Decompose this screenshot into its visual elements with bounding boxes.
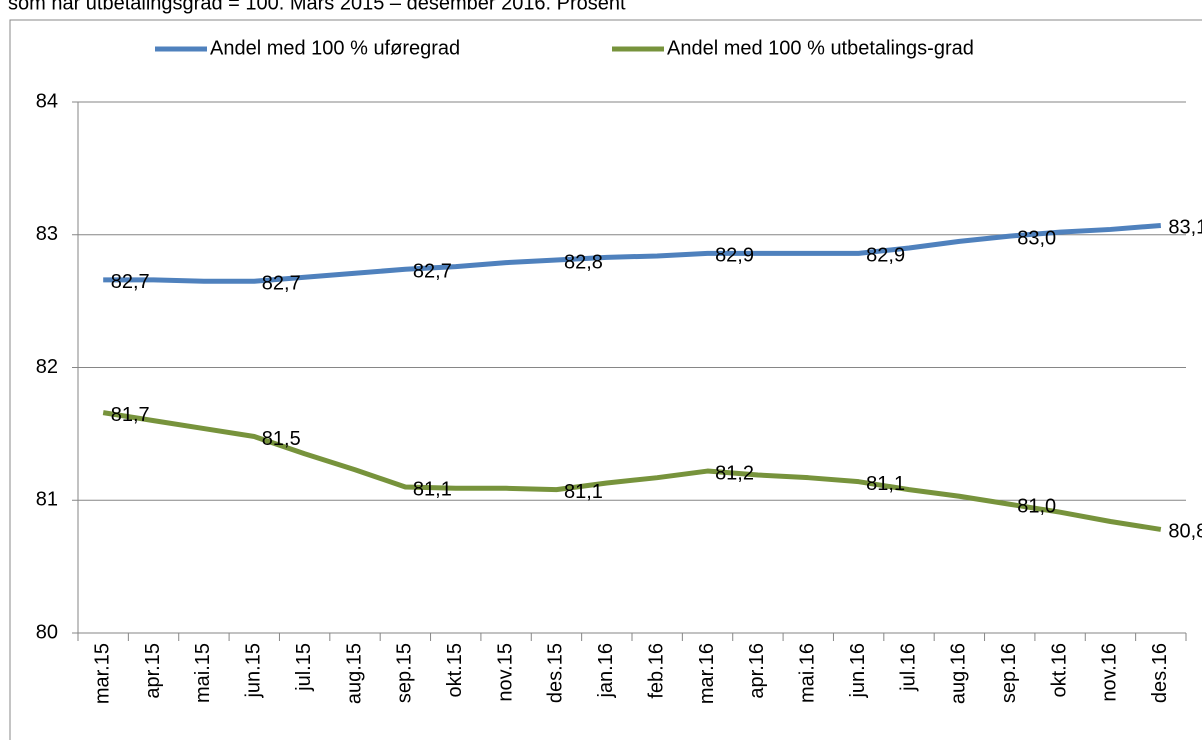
chart-frame: [9, 19, 1202, 740]
y-tick-label: 82: [36, 356, 58, 378]
data-label: 82,7: [262, 272, 301, 294]
x-tick-label: des.15: [545, 643, 567, 703]
data-label: 81,5: [262, 428, 301, 450]
y-tick-label: 80: [36, 621, 58, 643]
x-tick-label: apr.16: [746, 643, 768, 699]
data-label: 82,7: [413, 261, 452, 283]
legend-label: Andel med 100 % utbetalings-grad: [667, 37, 974, 59]
x-tick-label: mai.15: [192, 643, 214, 703]
series-line: [103, 222, 1162, 284]
x-tick-label: apr.15: [142, 643, 164, 699]
data-label: 81,1: [413, 478, 452, 500]
x-tick-label: aug.16: [948, 643, 970, 704]
data-label: 83,0: [1017, 227, 1056, 249]
data-label: 81,2: [715, 462, 754, 484]
data-label: 82,9: [866, 245, 905, 267]
x-tick-label: nov.16: [1099, 643, 1121, 702]
x-tick-label: mar.16: [696, 643, 718, 704]
y-tick-label: 84: [36, 90, 58, 112]
x-tick-label: jul.15: [293, 643, 315, 692]
x-tick-label: jun.16: [847, 643, 869, 699]
data-label: 80,8: [1168, 521, 1202, 543]
x-tick-label: jul.16: [897, 643, 919, 692]
x-tick-label: des.16: [1149, 643, 1171, 703]
y-tick-label: 81: [36, 489, 58, 511]
x-tick-label: feb.16: [645, 643, 667, 699]
x-tick-label: mai.16: [797, 643, 819, 703]
data-label: 81,1: [564, 481, 603, 503]
chart-title: som har utbetalingsgrad = 100. Mars 2015…: [8, 0, 626, 14]
data-label: 82,7: [111, 271, 150, 293]
x-tick-label: okt.15: [444, 643, 466, 697]
x-tick-label: jan.16: [595, 643, 617, 699]
series-line: [102, 410, 1162, 532]
data-label: 83,1: [1168, 217, 1202, 239]
x-tick-label: nov.15: [494, 643, 516, 702]
x-tick-label: mar.15: [91, 643, 113, 704]
x-tick-label: aug.15: [343, 643, 365, 704]
legend-label: Andel med 100 % uføregrad: [210, 37, 460, 59]
x-tick-label: okt.16: [1048, 643, 1070, 697]
y-tick-label: 83: [36, 223, 58, 245]
x-tick-label: jun.15: [243, 643, 265, 699]
data-label: 81,7: [111, 404, 150, 426]
x-tick-label: sep.16: [998, 643, 1020, 703]
data-label: 81,1: [866, 473, 905, 495]
data-label: 82,8: [564, 251, 603, 273]
data-label: 81,0: [1017, 496, 1056, 518]
data-label: 82,9: [715, 245, 754, 267]
x-tick-label: sep.15: [394, 643, 416, 703]
